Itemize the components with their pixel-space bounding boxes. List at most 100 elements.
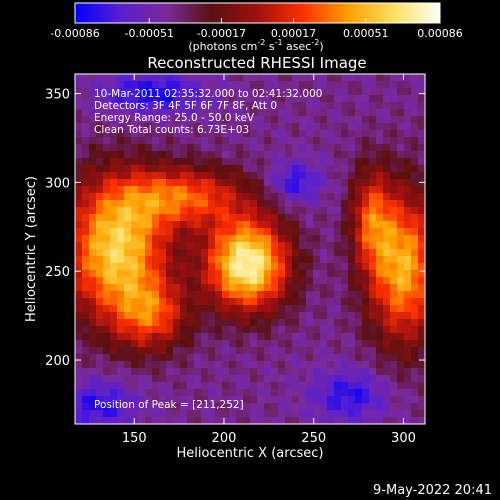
heatmap-cell — [159, 165, 167, 173]
heatmap-cell — [96, 88, 104, 96]
heatmap-cell — [152, 403, 160, 411]
heatmap-cell — [131, 333, 139, 341]
heatmap-cell — [313, 102, 321, 110]
heatmap-cell — [313, 312, 321, 320]
heatmap-cell — [285, 417, 293, 425]
heatmap-cell — [145, 235, 153, 243]
heatmap-cell — [103, 179, 111, 187]
heatmap-cell — [117, 410, 125, 418]
heatmap-cell — [194, 256, 202, 264]
heatmap-cell — [278, 235, 286, 243]
heatmap-cell — [110, 263, 118, 271]
heatmap-cell — [285, 305, 293, 313]
heatmap-cell — [355, 333, 363, 341]
heatmap-cell — [208, 151, 216, 159]
heatmap-cell — [180, 116, 188, 124]
heatmap-cell — [96, 298, 104, 306]
heatmap-cell — [187, 235, 195, 243]
heatmap-cell — [201, 396, 209, 404]
heatmap-cell — [138, 270, 146, 278]
heatmap-cell — [285, 368, 293, 376]
heatmap-cell — [82, 109, 90, 117]
heatmap-cell — [313, 389, 321, 397]
heatmap-cell — [362, 95, 370, 103]
heatmap-cell — [117, 354, 125, 362]
heatmap-cell — [299, 130, 307, 138]
heatmap-cell — [327, 144, 335, 152]
heatmap-cell — [236, 81, 244, 89]
heatmap-cell — [334, 228, 342, 236]
heatmap-cell — [320, 270, 328, 278]
heatmap-cell — [383, 396, 391, 404]
heatmap-cell — [201, 186, 209, 194]
heatmap-cell — [418, 242, 426, 250]
heatmap-cell — [390, 102, 398, 110]
heatmap-cell — [229, 263, 237, 271]
heatmap-cell — [355, 368, 363, 376]
heatmap-cell — [341, 284, 349, 292]
heatmap-cell — [320, 74, 328, 82]
heatmap-cell — [103, 410, 111, 418]
heatmap-cell — [103, 298, 111, 306]
heatmap-cell — [376, 214, 384, 222]
heatmap-cell — [278, 375, 286, 383]
heatmap-cell — [278, 326, 286, 334]
heatmap-cell — [292, 228, 300, 236]
heatmap-cell — [208, 396, 216, 404]
heatmap-cell — [369, 312, 377, 320]
heatmap-cell — [166, 361, 174, 369]
heatmap-cell — [369, 249, 377, 257]
colorbar-units: (photons cm-2 s-1 asec-2) — [188, 38, 323, 53]
heatmap-cell — [222, 130, 230, 138]
heatmap-cell — [124, 172, 132, 180]
heatmap-cell — [152, 396, 160, 404]
heatmap-cell — [208, 277, 216, 285]
heatmap-cell — [222, 389, 230, 397]
heatmap-cell — [166, 130, 174, 138]
heatmap-cell — [362, 291, 370, 299]
heatmap-cell — [348, 347, 356, 355]
heatmap-cell — [243, 242, 251, 250]
heatmap-cell — [82, 193, 90, 201]
heatmap-cell — [285, 361, 293, 369]
heatmap-cell — [397, 207, 405, 215]
heatmap-cell — [327, 172, 335, 180]
heatmap-cell — [222, 319, 230, 327]
heatmap-cell — [264, 326, 272, 334]
heatmap-cell — [138, 200, 146, 208]
heatmap-cell — [201, 158, 209, 166]
heatmap-cell — [257, 291, 265, 299]
heatmap-cell — [173, 340, 181, 348]
heatmap-cell — [173, 284, 181, 292]
heatmap-cell — [411, 277, 419, 285]
heatmap-cell — [369, 389, 377, 397]
heatmap-cell — [348, 158, 356, 166]
heatmap-cell — [257, 340, 265, 348]
heatmap-cell — [306, 214, 314, 222]
heatmap-cell — [138, 109, 146, 117]
heatmap-cell — [194, 207, 202, 215]
x-tick-label: 250 — [301, 431, 326, 446]
heatmap-cell — [243, 284, 251, 292]
heatmap-cell — [89, 165, 97, 173]
heatmap-cell — [250, 81, 258, 89]
heatmap-cell — [187, 186, 195, 194]
heatmap-cell — [397, 88, 405, 96]
heatmap-cell — [355, 81, 363, 89]
heatmap-cell — [250, 270, 258, 278]
heatmap-cell — [103, 382, 111, 390]
heatmap-cell — [327, 410, 335, 418]
heatmap-cell — [159, 389, 167, 397]
heatmap-cell — [180, 389, 188, 397]
heatmap-cell — [376, 263, 384, 271]
heatmap-cell — [320, 368, 328, 376]
heatmap-cell — [103, 228, 111, 236]
heatmap-cell — [327, 319, 335, 327]
heatmap-cell — [187, 88, 195, 96]
heatmap-cell — [327, 88, 335, 96]
heatmap-cell — [404, 284, 412, 292]
heatmap-cell — [208, 410, 216, 418]
heatmap-cell — [271, 165, 279, 173]
heatmap-cell — [222, 249, 230, 257]
heatmap-cell — [243, 102, 251, 110]
